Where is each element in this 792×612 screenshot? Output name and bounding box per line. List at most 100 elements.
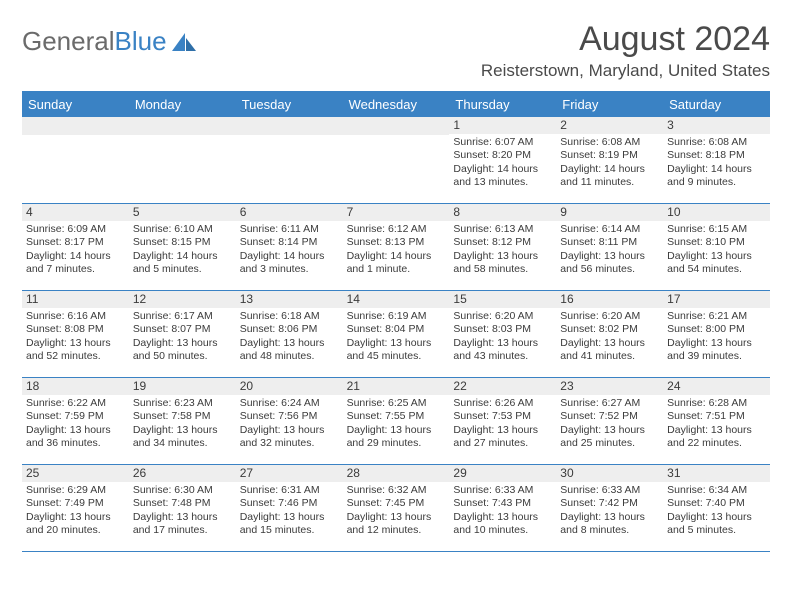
sunset-line: Sunset: 8:14 PM bbox=[240, 236, 339, 249]
day-details: Sunrise: 6:31 AMSunset: 7:46 PMDaylight:… bbox=[236, 482, 343, 542]
calendar-day bbox=[129, 117, 236, 203]
sunset-line: Sunset: 7:46 PM bbox=[240, 497, 339, 510]
daylight-line: Daylight: 14 hours and 11 minutes. bbox=[560, 163, 659, 190]
calendar-day: 19Sunrise: 6:23 AMSunset: 7:58 PMDayligh… bbox=[129, 378, 236, 464]
sunrise-line: Sunrise: 6:26 AM bbox=[453, 397, 552, 410]
dow-header: Wednesday bbox=[343, 93, 450, 117]
day-number: 19 bbox=[129, 378, 236, 395]
sunrise-line: Sunrise: 6:07 AM bbox=[453, 136, 552, 149]
brand-logo: GeneralBlue bbox=[22, 26, 197, 57]
calendar-day: 23Sunrise: 6:27 AMSunset: 7:52 PMDayligh… bbox=[556, 378, 663, 464]
calendar: SundayMondayTuesdayWednesdayThursdayFrid… bbox=[22, 91, 770, 552]
day-details: Sunrise: 6:22 AMSunset: 7:59 PMDaylight:… bbox=[22, 395, 129, 455]
calendar-day: 28Sunrise: 6:32 AMSunset: 7:45 PMDayligh… bbox=[343, 465, 450, 551]
sunrise-line: Sunrise: 6:34 AM bbox=[667, 484, 766, 497]
daylight-line: Daylight: 13 hours and 5 minutes. bbox=[667, 511, 766, 538]
day-number: 24 bbox=[663, 378, 770, 395]
daylight-line: Daylight: 13 hours and 58 minutes. bbox=[453, 250, 552, 277]
sunrise-line: Sunrise: 6:22 AM bbox=[26, 397, 125, 410]
day-number: 21 bbox=[343, 378, 450, 395]
day-number: 27 bbox=[236, 465, 343, 482]
sunset-line: Sunset: 8:11 PM bbox=[560, 236, 659, 249]
month-title: August 2024 bbox=[481, 20, 770, 59]
sunset-line: Sunset: 8:18 PM bbox=[667, 149, 766, 162]
sunrise-line: Sunrise: 6:16 AM bbox=[26, 310, 125, 323]
sunrise-line: Sunrise: 6:12 AM bbox=[347, 223, 446, 236]
sunset-line: Sunset: 8:12 PM bbox=[453, 236, 552, 249]
sunset-line: Sunset: 8:17 PM bbox=[26, 236, 125, 249]
sunrise-line: Sunrise: 6:10 AM bbox=[133, 223, 232, 236]
sunset-line: Sunset: 7:58 PM bbox=[133, 410, 232, 423]
sunrise-line: Sunrise: 6:17 AM bbox=[133, 310, 232, 323]
sunrise-line: Sunrise: 6:29 AM bbox=[26, 484, 125, 497]
calendar-week: 4Sunrise: 6:09 AMSunset: 8:17 PMDaylight… bbox=[22, 204, 770, 291]
daylight-line: Daylight: 14 hours and 3 minutes. bbox=[240, 250, 339, 277]
calendar-day: 8Sunrise: 6:13 AMSunset: 8:12 PMDaylight… bbox=[449, 204, 556, 290]
day-details: Sunrise: 6:24 AMSunset: 7:56 PMDaylight:… bbox=[236, 395, 343, 455]
sunrise-line: Sunrise: 6:23 AM bbox=[133, 397, 232, 410]
day-number: 9 bbox=[556, 204, 663, 221]
daylight-line: Daylight: 13 hours and 32 minutes. bbox=[240, 424, 339, 451]
calendar-day: 14Sunrise: 6:19 AMSunset: 8:04 PMDayligh… bbox=[343, 291, 450, 377]
day-details: Sunrise: 6:20 AMSunset: 8:03 PMDaylight:… bbox=[449, 308, 556, 368]
calendar-day: 9Sunrise: 6:14 AMSunset: 8:11 PMDaylight… bbox=[556, 204, 663, 290]
sunrise-line: Sunrise: 6:33 AM bbox=[453, 484, 552, 497]
calendar-week: 11Sunrise: 6:16 AMSunset: 8:08 PMDayligh… bbox=[22, 291, 770, 378]
day-number bbox=[129, 117, 236, 135]
daylight-line: Daylight: 13 hours and 29 minutes. bbox=[347, 424, 446, 451]
sunrise-line: Sunrise: 6:13 AM bbox=[453, 223, 552, 236]
sunset-line: Sunset: 7:56 PM bbox=[240, 410, 339, 423]
day-number: 20 bbox=[236, 378, 343, 395]
daylight-line: Daylight: 13 hours and 52 minutes. bbox=[26, 337, 125, 364]
daylight-line: Daylight: 13 hours and 50 minutes. bbox=[133, 337, 232, 364]
calendar-day: 30Sunrise: 6:33 AMSunset: 7:42 PMDayligh… bbox=[556, 465, 663, 551]
sunset-line: Sunset: 8:20 PM bbox=[453, 149, 552, 162]
calendar-day bbox=[22, 117, 129, 203]
day-number bbox=[343, 117, 450, 135]
day-details: Sunrise: 6:29 AMSunset: 7:49 PMDaylight:… bbox=[22, 482, 129, 542]
sunset-line: Sunset: 8:10 PM bbox=[667, 236, 766, 249]
daylight-line: Daylight: 13 hours and 36 minutes. bbox=[26, 424, 125, 451]
day-number: 28 bbox=[343, 465, 450, 482]
day-details: Sunrise: 6:13 AMSunset: 8:12 PMDaylight:… bbox=[449, 221, 556, 281]
day-details: Sunrise: 6:10 AMSunset: 8:15 PMDaylight:… bbox=[129, 221, 236, 281]
sunset-line: Sunset: 7:51 PM bbox=[667, 410, 766, 423]
sunrise-line: Sunrise: 6:32 AM bbox=[347, 484, 446, 497]
daylight-line: Daylight: 14 hours and 7 minutes. bbox=[26, 250, 125, 277]
sunrise-line: Sunrise: 6:18 AM bbox=[240, 310, 339, 323]
calendar-week: 1Sunrise: 6:07 AMSunset: 8:20 PMDaylight… bbox=[22, 117, 770, 204]
sunset-line: Sunset: 8:08 PM bbox=[26, 323, 125, 336]
sunset-line: Sunset: 8:15 PM bbox=[133, 236, 232, 249]
calendar-day: 17Sunrise: 6:21 AMSunset: 8:00 PMDayligh… bbox=[663, 291, 770, 377]
sunset-line: Sunset: 8:06 PM bbox=[240, 323, 339, 336]
day-details: Sunrise: 6:32 AMSunset: 7:45 PMDaylight:… bbox=[343, 482, 450, 542]
day-number: 31 bbox=[663, 465, 770, 482]
day-number: 3 bbox=[663, 117, 770, 134]
calendar-day: 16Sunrise: 6:20 AMSunset: 8:02 PMDayligh… bbox=[556, 291, 663, 377]
day-number: 14 bbox=[343, 291, 450, 308]
sunset-line: Sunset: 8:02 PM bbox=[560, 323, 659, 336]
day-number: 11 bbox=[22, 291, 129, 308]
day-number: 26 bbox=[129, 465, 236, 482]
calendar-day: 27Sunrise: 6:31 AMSunset: 7:46 PMDayligh… bbox=[236, 465, 343, 551]
sunrise-line: Sunrise: 6:08 AM bbox=[667, 136, 766, 149]
sunset-line: Sunset: 8:04 PM bbox=[347, 323, 446, 336]
day-number: 2 bbox=[556, 117, 663, 134]
day-details: Sunrise: 6:21 AMSunset: 8:00 PMDaylight:… bbox=[663, 308, 770, 368]
calendar-day: 4Sunrise: 6:09 AMSunset: 8:17 PMDaylight… bbox=[22, 204, 129, 290]
daylight-line: Daylight: 13 hours and 12 minutes. bbox=[347, 511, 446, 538]
calendar-day: 29Sunrise: 6:33 AMSunset: 7:43 PMDayligh… bbox=[449, 465, 556, 551]
calendar-day: 18Sunrise: 6:22 AMSunset: 7:59 PMDayligh… bbox=[22, 378, 129, 464]
calendar-day: 22Sunrise: 6:26 AMSunset: 7:53 PMDayligh… bbox=[449, 378, 556, 464]
sunrise-line: Sunrise: 6:30 AM bbox=[133, 484, 232, 497]
dow-header: Sunday bbox=[22, 93, 129, 117]
day-number: 4 bbox=[22, 204, 129, 221]
day-number: 29 bbox=[449, 465, 556, 482]
day-number: 12 bbox=[129, 291, 236, 308]
calendar-day bbox=[236, 117, 343, 203]
daylight-line: Daylight: 14 hours and 13 minutes. bbox=[453, 163, 552, 190]
daylight-line: Daylight: 13 hours and 39 minutes. bbox=[667, 337, 766, 364]
day-details: Sunrise: 6:14 AMSunset: 8:11 PMDaylight:… bbox=[556, 221, 663, 281]
day-number: 30 bbox=[556, 465, 663, 482]
sunset-line: Sunset: 7:40 PM bbox=[667, 497, 766, 510]
